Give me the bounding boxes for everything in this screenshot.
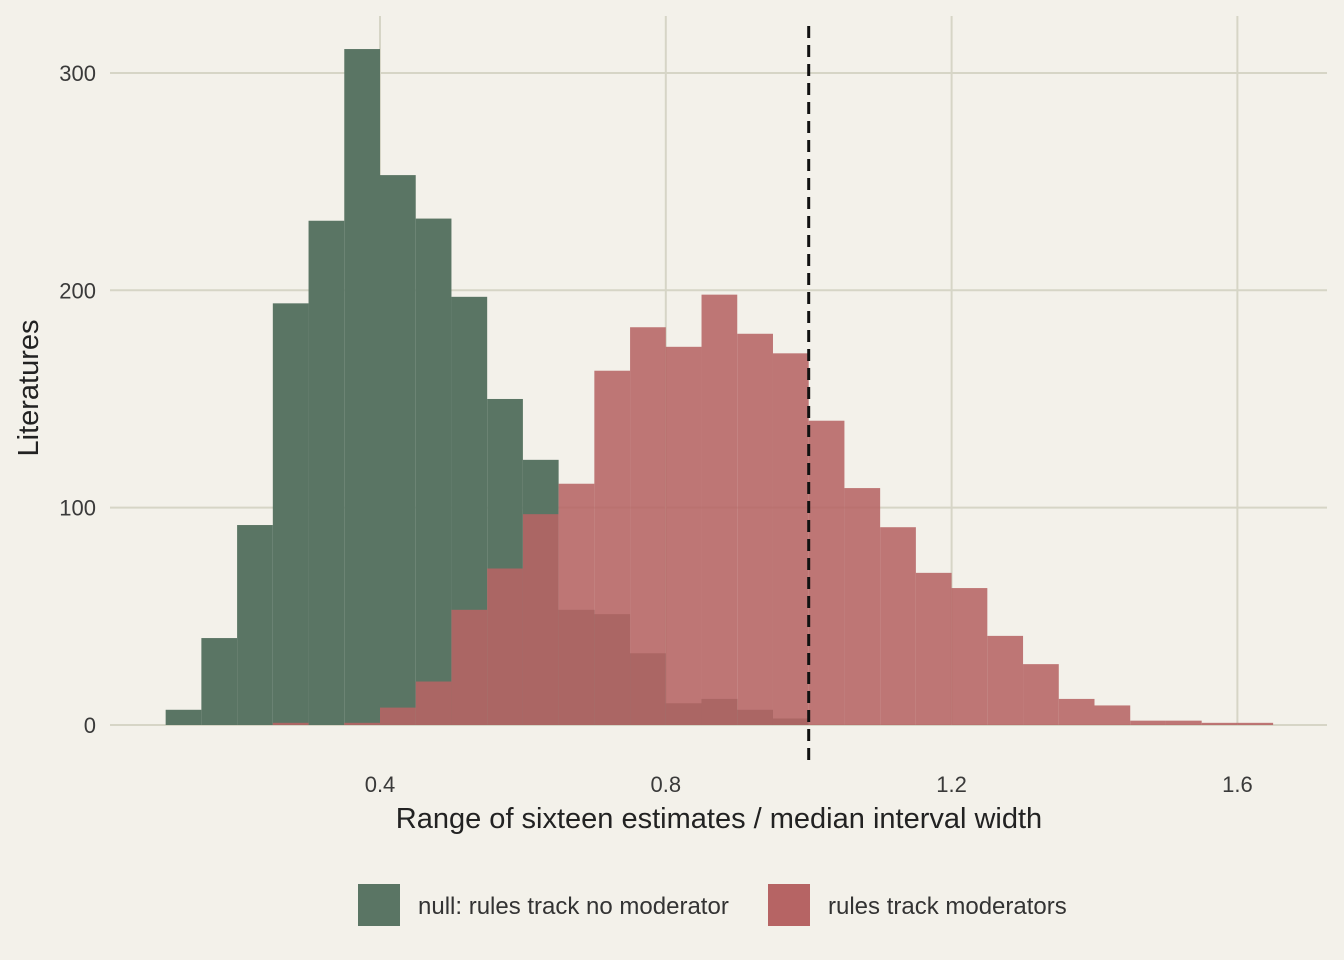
- bar-moderators: [987, 635, 1024, 725]
- bar-moderators: [701, 294, 738, 725]
- bar-moderators: [380, 707, 416, 725]
- bar-null: [380, 175, 416, 726]
- bar-moderators: [415, 681, 452, 725]
- bar-moderators: [558, 483, 595, 725]
- x-tick-label: 0.4: [365, 772, 396, 797]
- bar-moderators: [1023, 664, 1059, 725]
- bar-moderators: [844, 488, 881, 725]
- bar-moderators: [487, 568, 523, 725]
- x-tick-label: 1.6: [1222, 772, 1253, 797]
- bar-null: [415, 218, 452, 725]
- tick-labels: 0.4 0.8 1.2 1.6 0 100 200 300: [59, 61, 1252, 797]
- bar-moderators: [451, 609, 488, 725]
- bar-moderators: [522, 514, 559, 725]
- x-tick-label: 0.8: [651, 772, 682, 797]
- bar-null: [272, 303, 309, 725]
- bar-moderators: [1094, 705, 1131, 725]
- bar-moderators: [344, 722, 380, 725]
- y-tick-label: 200: [59, 278, 96, 303]
- bar-moderators: [594, 370, 631, 725]
- bar-moderators: [772, 353, 809, 725]
- bar-moderators: [1130, 720, 1166, 725]
- bar-moderators: [1165, 720, 1202, 725]
- bar-moderators: [272, 722, 309, 725]
- bar-moderators: [1201, 722, 1238, 725]
- x-axis-title: Range of sixteen estimates / median inte…: [396, 803, 1042, 835]
- y-axis-title: Literatures: [13, 319, 45, 456]
- y-tick-label: 100: [59, 496, 96, 521]
- bar-moderators: [1237, 722, 1274, 725]
- legend-swatch-null: [358, 884, 400, 926]
- bar-moderators: [808, 420, 845, 725]
- bar-moderators: [665, 346, 702, 725]
- bar-moderators: [880, 527, 916, 725]
- bar-moderators: [951, 588, 988, 725]
- x-tick-label: 1.2: [936, 772, 967, 797]
- bar-null: [308, 220, 345, 726]
- bar-moderators: [630, 327, 666, 725]
- bar-moderators: [737, 333, 773, 725]
- y-tick-label: 300: [59, 61, 96, 86]
- bar-moderators: [915, 572, 952, 725]
- bar-null: [237, 525, 273, 725]
- bar-null: [165, 709, 202, 725]
- legend-label-null: null: rules track no moderator: [418, 893, 729, 920]
- histogram-bars: [165, 49, 1274, 726]
- bar-moderators: [1058, 698, 1095, 725]
- bar-null: [201, 638, 238, 725]
- legend: null: rules track no moderator rules tra…: [358, 884, 1067, 926]
- y-tick-label: 0: [84, 713, 96, 738]
- legend-swatch-moderators: [768, 884, 810, 926]
- bar-null: [344, 49, 380, 725]
- legend-label-moderators: rules track moderators: [828, 893, 1067, 920]
